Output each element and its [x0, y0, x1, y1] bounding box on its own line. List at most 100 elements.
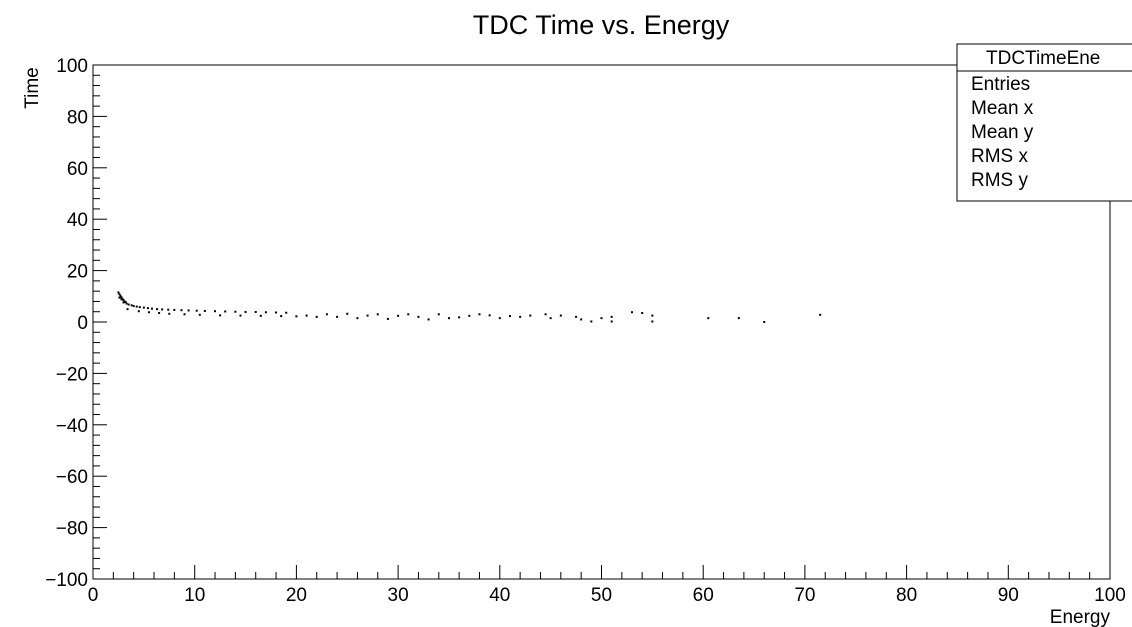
data-point [397, 314, 400, 317]
data-points [117, 291, 822, 323]
data-point [707, 317, 710, 320]
data-point [142, 306, 145, 309]
data-point [264, 311, 267, 314]
data-point [498, 317, 501, 320]
data-point [224, 310, 227, 313]
data-point [559, 314, 562, 317]
data-point [167, 308, 170, 311]
x-tick-label: 60 [693, 585, 714, 606]
y-axis: 100 80 60 40 20 0 −20 −40 −60 −80 −100 [45, 56, 107, 591]
x-tick-label: 100 [1094, 585, 1126, 606]
data-point [427, 318, 430, 321]
stats-box-title: TDCTimeEne [986, 48, 1100, 69]
data-point [259, 314, 262, 317]
data-point [183, 313, 186, 316]
data-point [219, 314, 222, 317]
y-tick-label: 60 [67, 159, 88, 180]
data-point [336, 315, 339, 318]
data-point [631, 311, 634, 314]
data-point [168, 312, 171, 315]
data-point [325, 313, 328, 316]
y-tick-label: −80 [56, 519, 88, 540]
data-point [118, 293, 121, 296]
x-tick-label: 50 [591, 585, 612, 606]
data-point [651, 320, 654, 323]
data-point [127, 303, 130, 306]
stats-box-row: Mean x [971, 98, 1034, 119]
y-tick-label: −20 [56, 364, 88, 385]
data-point [122, 299, 125, 302]
data-point [124, 300, 127, 303]
data-point [763, 321, 766, 323]
data-point [117, 291, 120, 294]
data-point [641, 312, 644, 315]
x-tick-label: 30 [388, 585, 409, 606]
stats-box-row: RMS x [971, 146, 1029, 167]
data-point [254, 310, 257, 313]
data-point [125, 302, 128, 305]
data-point [161, 308, 164, 311]
data-point [173, 308, 176, 311]
data-point [508, 315, 511, 318]
data-point [651, 314, 654, 317]
data-point [122, 301, 125, 304]
data-point [305, 314, 308, 317]
data-point [280, 315, 283, 318]
data-point [819, 313, 822, 316]
y-tick-label: −40 [56, 416, 88, 437]
data-point [120, 298, 123, 301]
y-tick-label: 80 [67, 107, 88, 128]
data-point [195, 309, 198, 312]
x-tick-label: 20 [286, 585, 307, 606]
data-point [580, 318, 583, 321]
x-tick-label: 80 [896, 585, 917, 606]
data-point [146, 307, 149, 310]
data-point [610, 315, 613, 318]
data-point [575, 315, 578, 318]
data-point [126, 308, 129, 311]
data-point [187, 309, 190, 312]
data-point [214, 310, 217, 313]
stats-box-row: Entries [971, 74, 1030, 95]
x-tick-label: 10 [184, 585, 205, 606]
data-point [130, 304, 133, 307]
data-point [234, 310, 237, 313]
data-point [549, 317, 552, 320]
y-tick-label: 40 [67, 210, 88, 231]
data-point [295, 315, 298, 318]
x-axis: 0 10 20 30 40 50 60 70 80 90 100 [88, 565, 1126, 606]
data-point [346, 312, 349, 315]
y-tick-label: 20 [67, 262, 88, 283]
stats-box-row: RMS y [971, 170, 1029, 191]
data-point [120, 296, 123, 299]
data-point [158, 312, 161, 315]
data-point [156, 308, 159, 311]
data-point [138, 306, 141, 309]
stats-box-frame [956, 43, 1132, 202]
y-tick-label: 100 [56, 56, 88, 77]
stats-box: TDCTimeEne Entries Mean x Mean y RMS x RMS y [956, 43, 1132, 202]
data-point [147, 311, 150, 314]
x-axis-label: Energy [1050, 607, 1111, 627]
data-point [544, 313, 547, 316]
data-point [417, 315, 420, 318]
data-point [198, 313, 201, 316]
data-point [244, 310, 247, 313]
stats-box-row: Mean y [971, 122, 1034, 143]
y-tick-label: 0 [77, 313, 88, 334]
data-point [137, 310, 140, 313]
x-tick-label: 0 [88, 585, 99, 606]
x-tick-label: 70 [794, 585, 815, 606]
data-point [386, 317, 389, 320]
data-point [437, 313, 440, 316]
data-point [203, 309, 206, 312]
data-point [275, 311, 278, 314]
data-point [407, 313, 410, 316]
data-point [737, 317, 740, 320]
y-tick-label: −60 [56, 467, 88, 488]
y-axis-label: Time [22, 67, 43, 109]
x-tick-label: 90 [998, 585, 1019, 606]
data-point [135, 305, 138, 308]
data-point [132, 305, 135, 308]
data-point [118, 296, 121, 299]
